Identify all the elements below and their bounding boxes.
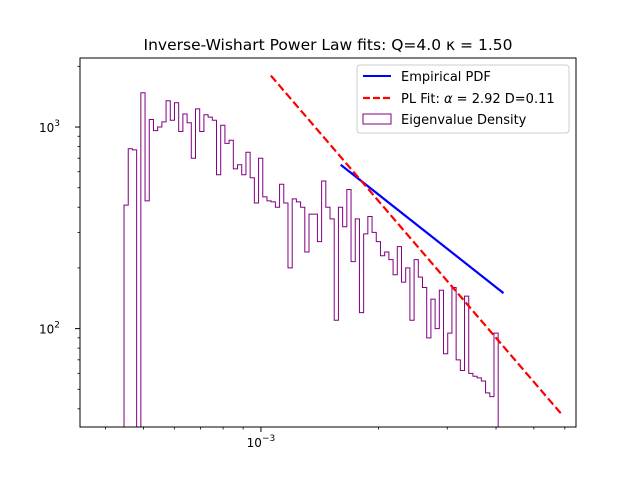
legend-histogram-label: Eigenvalue Density <box>401 113 527 128</box>
x-tick-label: 10−3 <box>247 434 276 450</box>
plot-frame <box>79 57 577 428</box>
plot-area: 10−3 102 103 <box>39 57 577 450</box>
legend-empirical-label: Empirical PDF <box>401 70 491 85</box>
pl-fit-line <box>270 74 564 417</box>
legend-box <box>356 64 570 134</box>
histogram-step-outline <box>123 92 499 427</box>
chart-title: Inverse-Wishart Power Law fits: Q=4.0 κ … <box>144 36 513 54</box>
legend: Empirical PDF PL Fit: α = 2.92 D=0.11 Ei… <box>356 64 570 134</box>
legend-histogram-swatch <box>362 113 392 125</box>
legend-plfit-label: PL Fit: α = 2.92 D=0.11 <box>401 92 555 107</box>
y-tick-label: 103 <box>39 119 60 135</box>
y-tick-label: 102 <box>39 321 60 337</box>
empirical-pdf-line <box>339 163 505 294</box>
